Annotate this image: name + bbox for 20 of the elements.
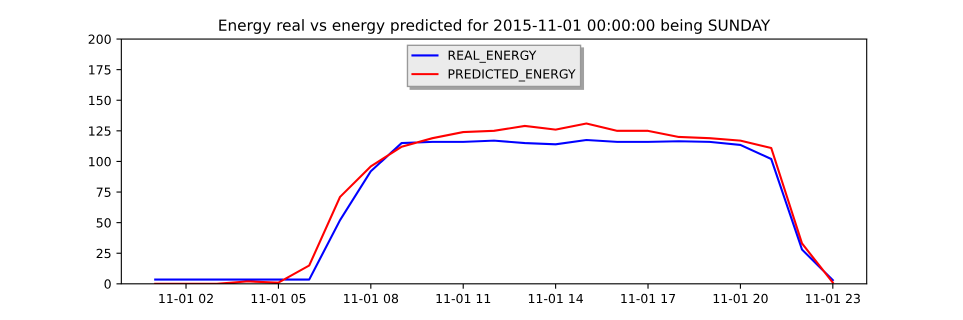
y-tick-label: 175 [89, 65, 111, 75]
x-tick-label: 11-01 23 [806, 294, 860, 304]
x-tick-label: 11-01 02 [159, 294, 213, 304]
x-tick-label: 11-01 11 [436, 294, 490, 304]
x-tick-label: 11-01 05 [252, 294, 306, 304]
y-tick-label: 150 [89, 96, 111, 106]
legend-label: PREDICTED_ENERGY [448, 69, 576, 82]
y-tick-label: 25 [96, 248, 111, 258]
y-tick-label: 125 [89, 126, 111, 136]
y-tick-label: 75 [96, 188, 111, 197]
x-tick-label: 11-01 20 [714, 294, 768, 304]
y-tick-label: 200 [88, 34, 111, 44]
x-tick-label: 11-01 08 [344, 294, 398, 304]
y-tick-label: 0 [104, 279, 111, 289]
chart-title: Energy real vs energy predicted for 2015-11-01 00:00:00 being SUNDAY [219, 19, 770, 34]
legend-label: REAL_ENERGY [448, 50, 536, 63]
x-tick-label: 11-01 14 [528, 294, 584, 304]
x-tick-label: 11-01 17 [621, 294, 676, 304]
y-tick-label: 100 [89, 156, 111, 166]
y-tick-label: 50 [96, 218, 111, 228]
